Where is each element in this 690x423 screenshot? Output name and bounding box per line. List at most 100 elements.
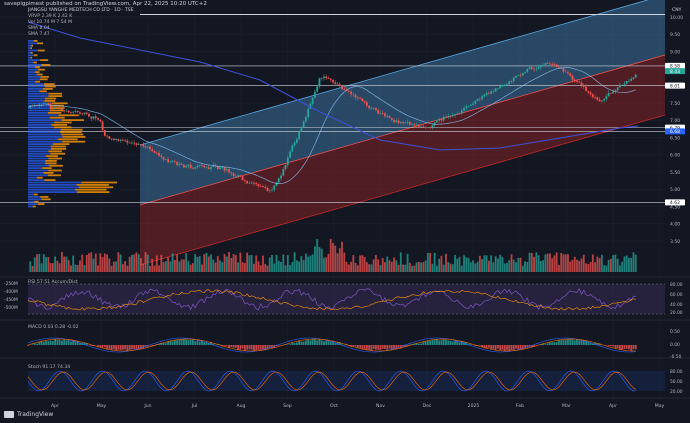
volume-profile-bar-down [37, 177, 43, 179]
candle-body [334, 82, 336, 83]
volume-profile-bar-down [51, 148, 66, 150]
candle-body [359, 98, 361, 99]
volume-profile-bar-down [43, 172, 53, 174]
macd-histogram-bar [420, 343, 422, 345]
volume-bar [461, 266, 463, 272]
volume-profile-bar-up [28, 129, 61, 131]
candle-body [253, 183, 255, 184]
volume-bar [54, 257, 56, 272]
volume-bar [630, 258, 632, 272]
candle-body [183, 165, 185, 168]
macd-histogram-bar [102, 345, 104, 348]
candle-body [567, 72, 569, 73]
candle-body [149, 147, 151, 150]
candle-body [395, 121, 397, 122]
candle-body [456, 114, 458, 115]
volume-bar [314, 246, 316, 272]
macd-histogram-bar [165, 343, 167, 345]
price-tick-label: 4.00 [670, 222, 680, 228]
macd-histogram-bar [115, 345, 117, 350]
candle-body [628, 81, 630, 82]
candle-body [300, 127, 302, 131]
time-axis-label: Mar [562, 403, 571, 409]
volume-bar [291, 262, 293, 272]
macd-histogram-bar [27, 345, 29, 346]
macd-histogram-bar [615, 345, 617, 348]
candle-body [307, 109, 309, 117]
price-tick-label: 9.50 [670, 32, 680, 38]
volume-bar [483, 255, 485, 272]
volume-profile-bar-down [38, 203, 45, 205]
volume-profile-bar-up [28, 86, 45, 88]
volume-profile-bar-up [28, 155, 46, 157]
volume-bar [199, 256, 201, 272]
macd-histogram-bar [391, 345, 393, 349]
volume-bar [359, 255, 361, 272]
volume-profile-bar-up [28, 100, 44, 102]
candle-body [43, 103, 45, 104]
candle-body [389, 116, 391, 118]
volume-profile-bar-up [28, 117, 50, 119]
candle-body [95, 116, 97, 118]
volume-bar [233, 254, 235, 272]
volume-bar [47, 257, 49, 272]
volume-bar [63, 257, 65, 272]
volume-bar [502, 257, 504, 272]
volume-bar [522, 266, 524, 272]
macd-histogram-bar [117, 345, 119, 350]
volume-profile-bar-up [28, 196, 40, 198]
candle-body [393, 120, 395, 122]
volume-bar [551, 258, 553, 272]
candle-body [314, 92, 316, 98]
volume-profile-bar-up [28, 158, 48, 160]
volume-profile-bar-down [45, 162, 56, 164]
ad-scale-label: -250M [4, 281, 18, 287]
volume-bar [197, 257, 199, 272]
volume-bar [88, 253, 90, 272]
candle-body [117, 139, 119, 141]
candle-body [486, 93, 488, 95]
macd-histogram-bar [255, 345, 257, 350]
volume-bar [203, 254, 205, 272]
volume-profile-bar-up [28, 119, 62, 121]
candle-body [352, 94, 354, 95]
volume-bar [242, 262, 244, 272]
macd-histogram-bar [612, 345, 614, 346]
candle-body [425, 127, 427, 128]
candle-body [429, 127, 431, 128]
volume-bar [520, 258, 522, 272]
candle-body [495, 88, 497, 91]
candle-body [535, 69, 537, 70]
volume-bar [215, 263, 217, 272]
macd-histogram-bar [429, 341, 431, 345]
volume-profile-bar-down [34, 40, 38, 42]
candle-body [450, 116, 452, 117]
volume-bar [86, 255, 88, 272]
volume-bar [81, 255, 83, 272]
volume-bar [43, 254, 45, 272]
volume-bar [93, 259, 95, 272]
volume-profile-bar-down [33, 206, 36, 208]
macd-histogram-bar [427, 341, 429, 345]
volume-profile-bar-down [44, 83, 55, 85]
volume-bar [280, 262, 282, 272]
volume-bar [127, 266, 129, 272]
macd-histogram-bar [310, 340, 312, 345]
volume-bar [210, 254, 212, 272]
candle-body [63, 110, 65, 111]
macd-scale-label: -0.50 [670, 354, 682, 360]
volume-profile-bar-down [35, 66, 40, 68]
candle-body [576, 81, 578, 82]
volume-profile-bar-down [40, 76, 48, 78]
volume-bar [41, 263, 43, 272]
macd-histogram-bar [235, 345, 237, 348]
candle-body [298, 132, 300, 139]
candle-body [583, 85, 585, 86]
volume-bar [192, 263, 194, 272]
volume-bar [84, 265, 86, 272]
candle-body [303, 122, 305, 128]
volume-bar [136, 252, 138, 272]
candle-body [294, 143, 296, 146]
macd-histogram-bar [111, 345, 113, 350]
